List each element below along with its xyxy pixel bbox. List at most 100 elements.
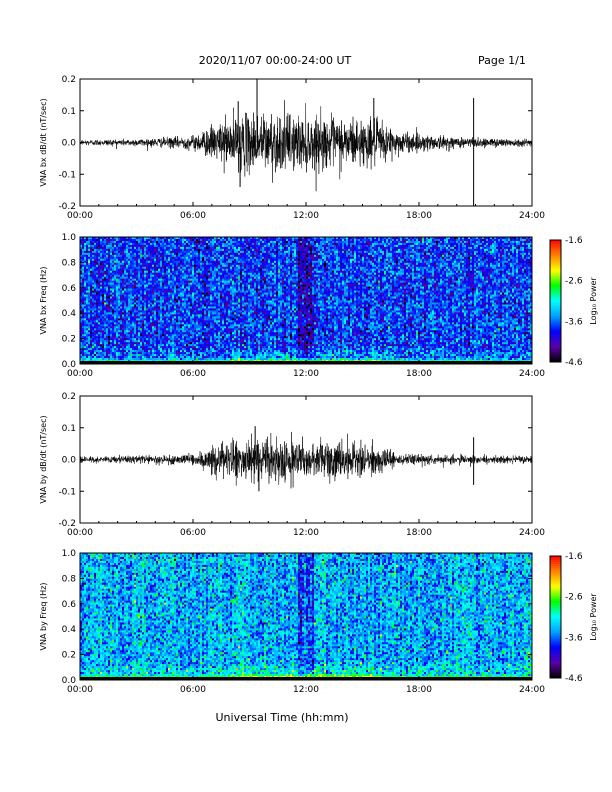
heatmap-cell [138,259,140,261]
heatmap-cell [120,344,122,346]
heatmap-cell [226,243,228,245]
heatmap-cell [180,318,182,320]
heatmap-cell [140,356,142,358]
heatmap-cell [166,267,168,269]
heatmap-cell [152,308,154,310]
heatmap-cell [114,273,116,275]
heatmap-cell [144,297,146,299]
heatmap-cell [232,253,234,255]
heatmap-cell [200,263,202,265]
heatmap-cell [214,299,216,301]
heatmap-cell [138,245,140,247]
heatmap-cell [170,287,172,289]
heatmap-cell [212,322,214,324]
heatmap-cell [134,259,136,261]
heatmap-cell [166,253,168,255]
heatmap-cell [224,308,226,310]
heatmap-cell [204,332,206,334]
heatmap-cell [114,330,116,332]
heatmap-cell [144,271,146,273]
heatmap-cell [194,265,196,267]
heatmap-cell [210,257,212,259]
heatmap-cell [206,239,208,241]
heatmap-cell [130,332,132,334]
heatmap-cell [162,291,164,293]
heatmap-cell [224,306,226,308]
heatmap-cell [194,318,196,320]
heatmap-cell [88,346,90,348]
heatmap-cell [164,314,166,316]
heatmap-cell [216,285,218,287]
heatmap-cell [230,289,232,291]
heatmap-cell [168,358,170,360]
heatmap-cell [218,265,220,267]
heatmap-cell [166,342,168,344]
heatmap-cell [148,318,150,320]
heatmap-cell [106,316,108,318]
heatmap-cell [172,249,174,251]
heatmap-cell [136,275,138,277]
heatmap-cell [224,281,226,283]
heatmap-cell [150,299,152,301]
heatmap-cell [136,320,138,322]
heatmap-cell [114,259,116,261]
heatmap-cell [102,348,104,350]
heatmap-cell [100,277,102,279]
heatmap-cell [88,302,90,304]
heatmap-cell [116,247,118,249]
heatmap-cell [100,350,102,352]
heatmap-cell [108,346,110,348]
heatmap-cell [228,283,230,285]
heatmap-cell [192,251,194,253]
heatmap-cell [160,279,162,281]
heatmap-cell [136,281,138,283]
heatmap-cell [138,350,140,352]
heatmap-cell [232,273,234,275]
heatmap-cell [150,358,152,360]
heatmap-cell [140,308,142,310]
heatmap-cell [122,304,124,306]
heatmap-cell [118,326,120,328]
heatmap-cell [92,358,94,360]
heatmap-cell [120,304,122,306]
heatmap-cell [160,352,162,354]
heatmap-cell [218,304,220,306]
heatmap-cell [212,304,214,306]
heatmap-cell [144,336,146,338]
heatmap-cell [232,283,234,285]
heatmap-cell [88,269,90,271]
heatmap-cell [170,293,172,295]
heatmap-cell [144,356,146,358]
heatmap-cell [124,259,126,261]
heatmap-cell [156,318,158,320]
heatmap-cell [88,326,90,328]
heatmap-cell [198,336,200,338]
heatmap-cell [186,261,188,263]
heatmap-cell [140,265,142,267]
heatmap-cell [158,310,160,312]
heatmap-cell [132,291,134,293]
heatmap-cell [214,340,216,342]
heatmap-cell [120,245,122,247]
heatmap-cell [216,249,218,251]
heatmap-cell [204,293,206,295]
heatmap-cell [112,251,114,253]
heatmap-cell [86,342,88,344]
heatmap-cell [138,253,140,255]
heatmap-cell [124,346,126,348]
heatmap-cell [202,350,204,352]
heatmap-cell [200,287,202,289]
heatmap-cell [126,318,128,320]
heatmap-cell [130,293,132,295]
heatmap-cell [168,291,170,293]
heatmap-cell [148,330,150,332]
heatmap-cell [188,265,190,267]
heatmap-cell [128,320,130,322]
heatmap-cell [164,338,166,340]
heatmap-cell [148,249,150,251]
heatmap-cell [210,289,212,291]
heatmap-cell [130,358,132,360]
heatmap-cell [128,348,130,350]
heatmap-cell [212,346,214,348]
heatmap-cell [212,289,214,291]
